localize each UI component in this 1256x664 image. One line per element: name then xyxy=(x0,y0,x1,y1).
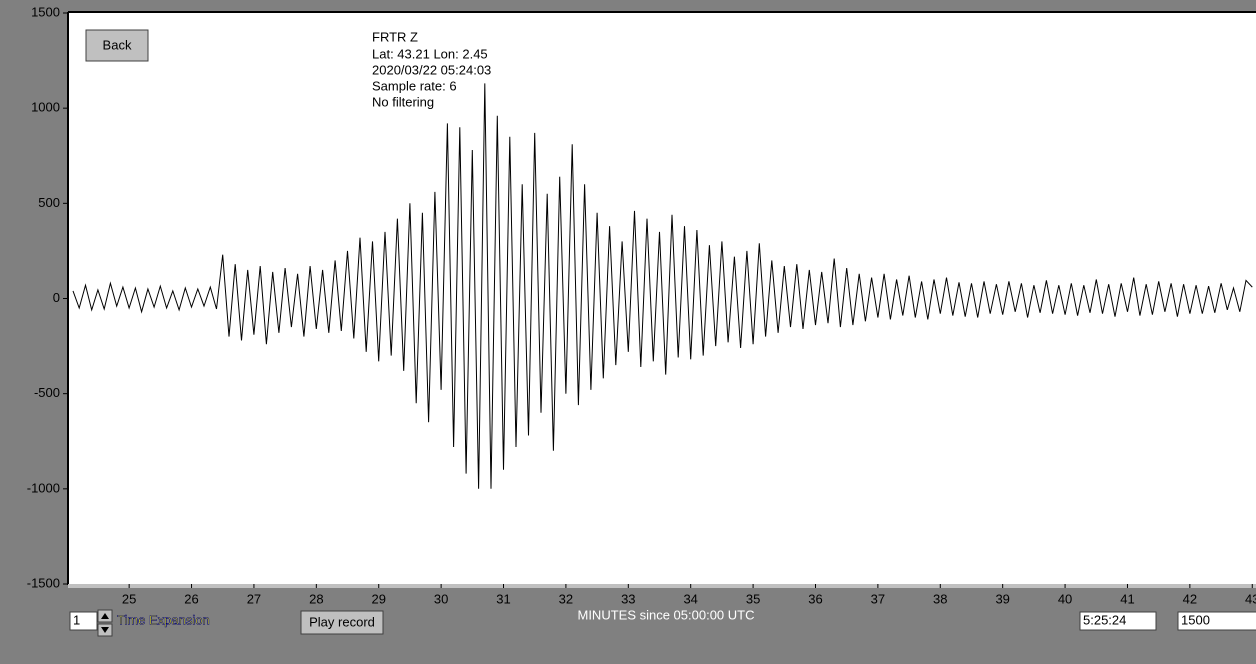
seismic-trace xyxy=(72,83,1253,489)
play-button-frame[interactable] xyxy=(300,610,384,635)
x-tick-label: 29 xyxy=(371,591,385,606)
x-tick-label: 30 xyxy=(434,591,448,606)
y-tick-label: 1000 xyxy=(31,100,60,115)
y-tick-label: 0 xyxy=(53,290,60,305)
x-tick-label: 26 xyxy=(184,591,198,606)
trace-layer xyxy=(72,83,1253,489)
x-tick-label: 37 xyxy=(871,591,885,606)
x-tick-label: 42 xyxy=(1183,591,1197,606)
up-arrow-icon xyxy=(101,613,109,619)
x-tick-label: 35 xyxy=(746,591,760,606)
x-tick-label: 31 xyxy=(496,591,510,606)
station-line: Lat: 43.21 Lon: 2.45 xyxy=(372,46,488,61)
station-line: 2020/03/22 05:24:03 xyxy=(372,62,491,77)
x-axis-label: MINUTES since 05:00:00 UTC xyxy=(577,607,754,622)
back-button[interactable]: Back xyxy=(85,29,149,62)
x-tick-label: 28 xyxy=(309,591,323,606)
x-tick-label: 39 xyxy=(995,591,1009,606)
play-record-button[interactable]: Play record xyxy=(300,610,384,635)
x-tick-label: 34 xyxy=(683,591,697,606)
y-tick-label: 1500 xyxy=(31,4,60,19)
down-arrow-icon xyxy=(101,627,109,633)
station-line: FRTR Z xyxy=(372,29,418,44)
y-tick-label: 500 xyxy=(38,195,60,210)
x-tick-label: 32 xyxy=(559,591,573,606)
back-button-frame[interactable] xyxy=(85,29,149,62)
x-tick-label: 41 xyxy=(1120,591,1134,606)
x-tick-label: 38 xyxy=(933,591,947,606)
station-line: No filtering xyxy=(372,94,434,109)
y-tick-label: -1000 xyxy=(27,480,60,495)
spinner-input[interactable] xyxy=(69,611,98,631)
scale-field-text[interactable]: 1500 xyxy=(1181,612,1210,627)
time-field-text[interactable]: 5:25:24 xyxy=(1083,612,1126,627)
x-tick-label: 43 xyxy=(1245,591,1256,606)
x-tick-label: 36 xyxy=(808,591,822,606)
play-button-label[interactable]: Play record xyxy=(309,614,375,629)
x-tick-label: 33 xyxy=(621,591,635,606)
y-tick-label: -1500 xyxy=(27,575,60,590)
spinner-value[interactable]: 1 xyxy=(73,612,80,627)
x-tick-label: 27 xyxy=(247,591,261,606)
station-line: Sample rate: 6 xyxy=(372,78,457,93)
station-info: FRTR Z Lat: 43.21 Lon: 2.45 2020/03/22 0… xyxy=(372,29,491,109)
x-tick-label: 25 xyxy=(122,591,136,606)
time-expansion-spinner[interactable]: 1 xyxy=(69,609,113,637)
plot-bottom-strip xyxy=(68,584,1256,588)
y-tick-label: -500 xyxy=(34,385,60,400)
scale-field[interactable] xyxy=(1177,611,1256,631)
x-tick-label: 40 xyxy=(1058,591,1072,606)
back-button-label[interactable]: Back xyxy=(103,37,132,52)
time-expansion-label: Time Expansion xyxy=(117,612,210,627)
time-field[interactable] xyxy=(1079,611,1157,631)
axes: -1500 -1000 -500 0 500 1000 1500 25 26 27 28 29 30 31… xyxy=(27,4,1256,606)
